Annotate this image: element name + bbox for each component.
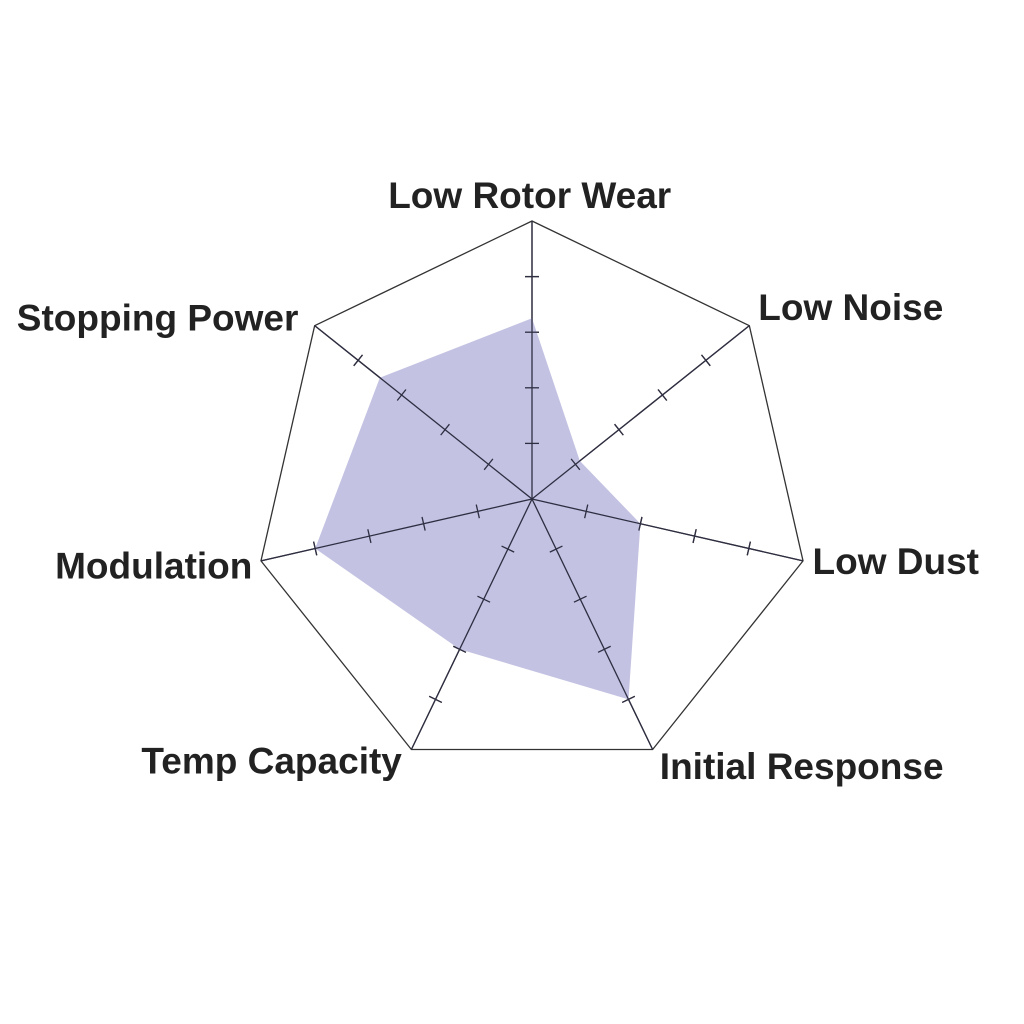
svg-text:Modulation: Modulation — [55, 545, 252, 586]
svg-text:Low Rotor Wear: Low Rotor Wear — [388, 175, 671, 216]
svg-text:Temp Capacity: Temp Capacity — [141, 740, 402, 781]
svg-text:Low Dust: Low Dust — [813, 541, 979, 582]
svg-text:Low Noise: Low Noise — [758, 287, 943, 328]
svg-text:Stopping Power: Stopping Power — [17, 298, 299, 339]
svg-text:Initial Response: Initial Response — [660, 746, 944, 787]
